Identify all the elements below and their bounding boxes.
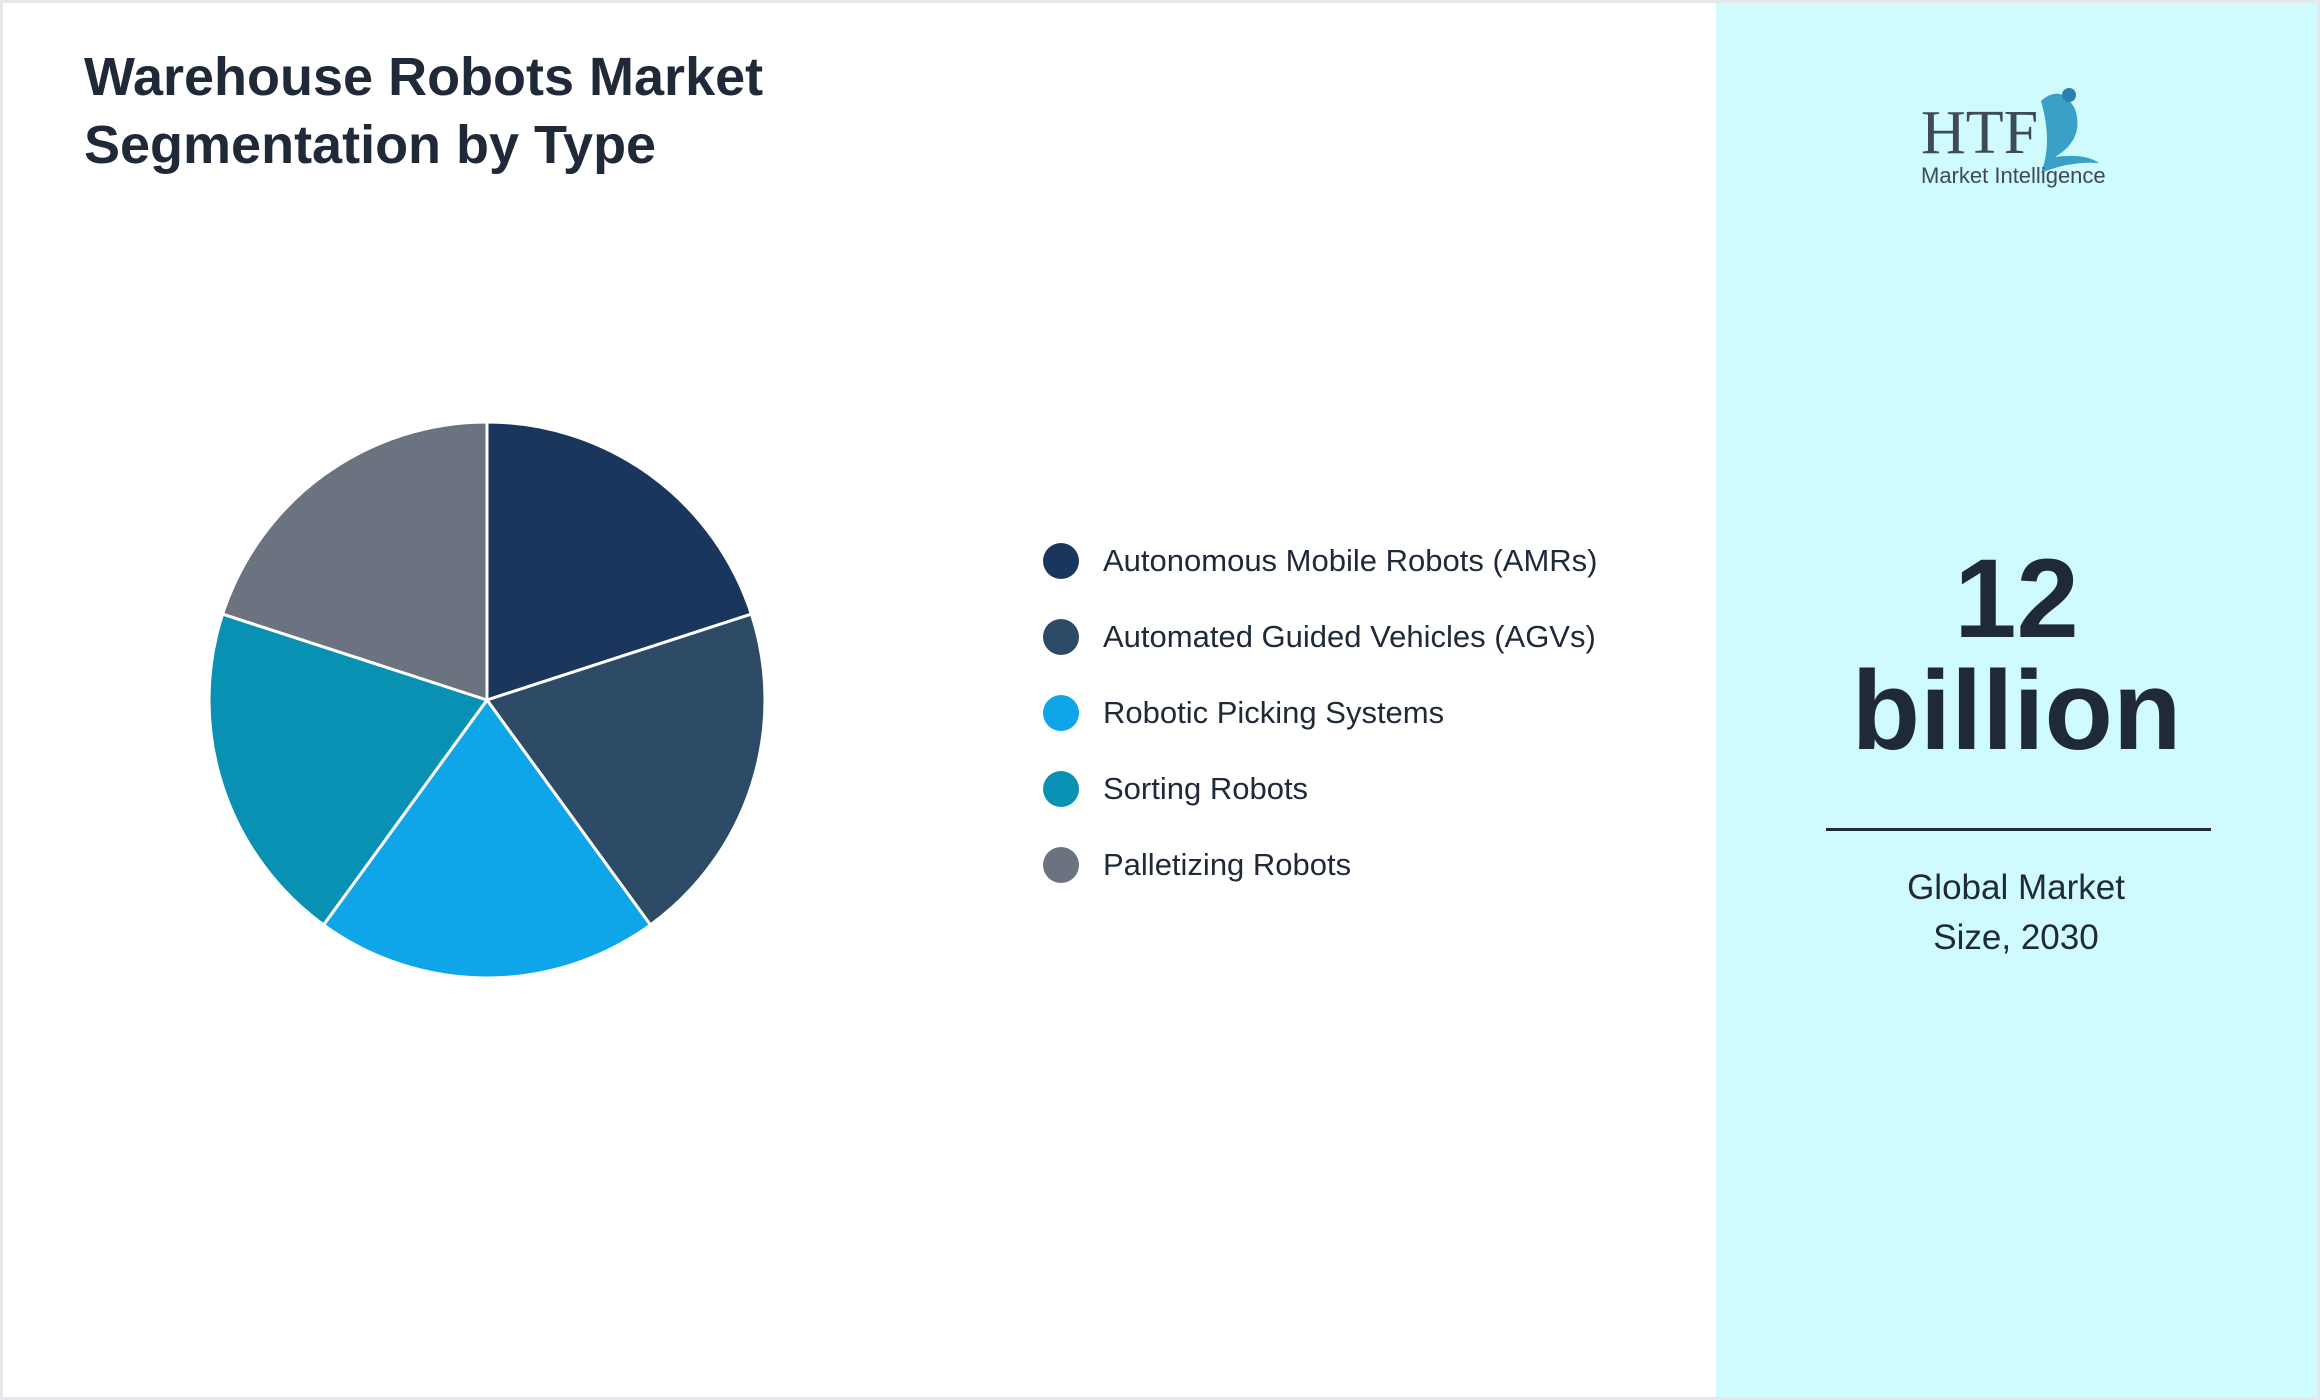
legend-swatch: [1043, 695, 1079, 731]
stat-caption: Global Market Size, 2030: [1907, 868, 2125, 957]
pie-slice: [321, 697, 653, 980]
legend-label: Robotic Picking Systems: [1103, 695, 1445, 730]
legend-item: Sorting Robots: [1043, 751, 1597, 827]
legend: Autonomous Mobile Robots (AMRs) Automated…: [1043, 523, 1597, 903]
logo-dot: [2062, 88, 2076, 102]
pie-slice: [220, 420, 489, 703]
legend-label: Autonomous Mobile Robots (AMRs): [1103, 543, 1598, 578]
pie-chart: [207, 420, 767, 980]
legend-item: Robotic Picking Systems: [1043, 675, 1597, 751]
stat-unit: billion: [1851, 648, 2182, 773]
pie-slice: [207, 612, 490, 928]
legend-item: Palletizing Robots: [1043, 827, 1597, 903]
stat-value: 12: [1954, 536, 2079, 661]
logo-mark: [2041, 93, 2099, 173]
pie-slice: [485, 420, 754, 703]
legend-swatch: [1043, 543, 1079, 579]
divider: [1826, 828, 2211, 831]
legend-swatch: [1043, 847, 1079, 883]
legend-label: Automated Guided Vehicles (AGVs): [1103, 619, 1596, 654]
pie-slice: [484, 612, 767, 928]
logo: HTF Market Intelligence: [1921, 88, 2106, 188]
logo-tagline: Market Intelligence: [1921, 163, 2106, 188]
legend-label: Sorting Robots: [1103, 771, 1309, 806]
legend-item: Automated Guided Vehicles (AGVs): [1043, 599, 1597, 675]
legend-item: Autonomous Mobile Robots (AMRs): [1043, 523, 1597, 599]
logo-text: HTF: [1921, 99, 2038, 167]
legend-label: Palletizing Robots: [1103, 847, 1352, 882]
chart-title: Warehouse Robots Market Segmentation by …: [84, 47, 764, 175]
legend-swatch: [1043, 619, 1079, 655]
stat: 12 billion: [1716, 543, 2317, 767]
side-panel: HTF Market Intelligence 12 billion Globa…: [1716, 3, 2317, 1397]
legend-swatch: [1043, 771, 1079, 807]
